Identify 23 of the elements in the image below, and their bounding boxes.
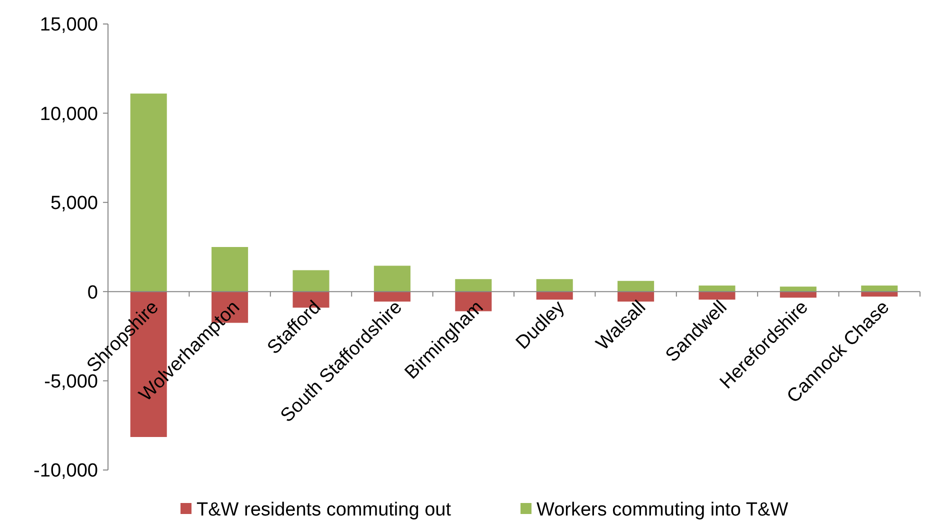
legend-label: Workers commuting into T&W	[536, 500, 788, 521]
y-tick-label: -5,000	[44, 371, 98, 392]
bar	[292, 270, 330, 292]
bar	[536, 279, 573, 292]
bar	[212, 247, 248, 292]
y-tick-label: -10,000	[34, 460, 98, 482]
y-tick-label: 0	[87, 282, 98, 304]
bar	[698, 292, 736, 300]
y-tick-label: 10,000	[40, 104, 98, 125]
bar	[861, 292, 898, 297]
bar	[698, 286, 736, 292]
y-tick-label: 15,000	[40, 14, 98, 36]
bar	[130, 94, 167, 292]
bar	[780, 286, 816, 292]
bar	[374, 266, 410, 292]
y-tick-label: 5,000	[50, 193, 98, 214]
bar	[861, 286, 898, 292]
bar	[455, 279, 492, 292]
bar	[536, 292, 573, 300]
legend-label: T&W residents commuting out	[196, 500, 452, 521]
bar	[780, 292, 816, 298]
bar	[374, 292, 410, 302]
bar	[618, 280, 654, 292]
